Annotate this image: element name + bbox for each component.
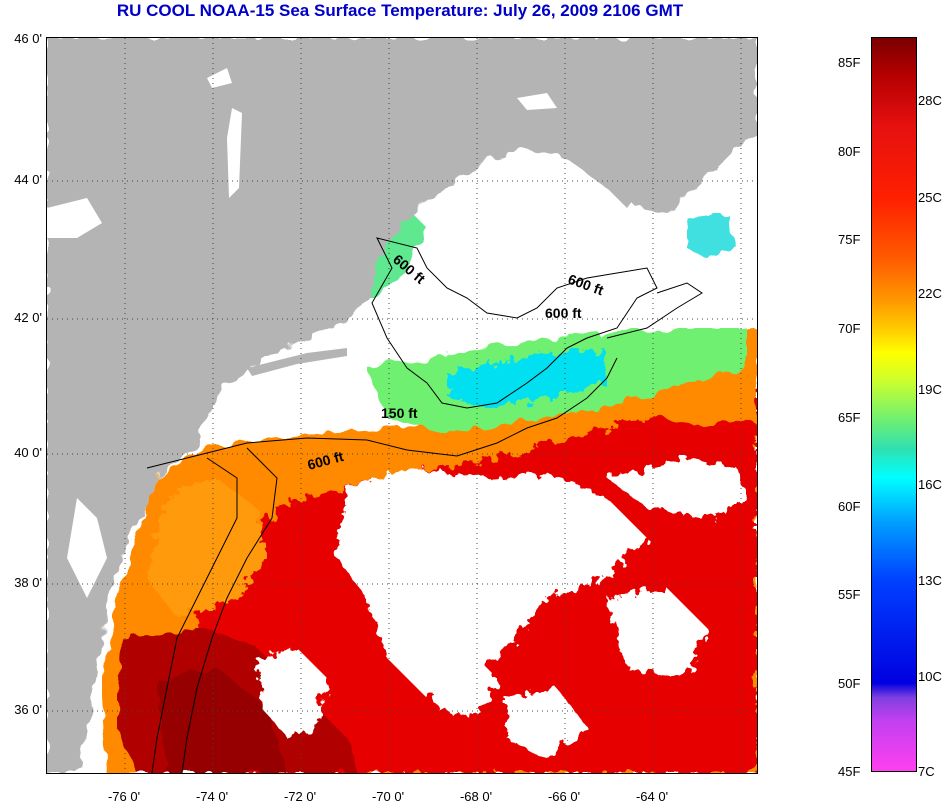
latitude-label: 42 0': [14, 310, 42, 325]
graticule: [47, 38, 757, 773]
colorbar-c-label: 28C: [918, 93, 942, 108]
colorbar-f-label: 60F: [838, 499, 861, 514]
depth-label: 600 ft: [390, 251, 429, 287]
colorbar-c-label: 7C: [918, 764, 935, 779]
depth-label: 600 ft: [566, 271, 606, 299]
colorbar-c-label: 19C: [918, 382, 942, 397]
longitude-label: -64 0': [635, 789, 669, 804]
depth-label: 150 ft: [381, 405, 418, 421]
depth-labels: 600 ft 600 ft 600 ft 150 ft 600 ft: [306, 251, 606, 473]
latitude-label: 46 0': [14, 31, 42, 46]
longitude-label: -68 0': [459, 789, 493, 804]
colorbar-c-label: 25C: [918, 190, 942, 205]
colorbar-f-label: 85F: [838, 55, 861, 70]
colorbar-f-label: 45F: [838, 764, 861, 779]
depth-label: 600 ft: [545, 305, 582, 321]
longitude-label: -70 0': [371, 789, 405, 804]
bathymetry-contours: [146, 237, 703, 773]
colorbar-c-label: 10C: [918, 669, 942, 684]
colorbar-f-label: 55F: [838, 587, 861, 602]
colorbar-c-label: 16C: [918, 477, 942, 492]
longitude-label: -66 0': [547, 789, 581, 804]
longitude-label: -72 0': [283, 789, 317, 804]
colorbar-f-label: 50F: [838, 676, 861, 691]
longitude-label: -76 0': [107, 789, 141, 804]
map-title: RU COOL NOAA-15 Sea Surface Temperature:…: [116, 1, 684, 20]
colorbar-f-label: 80F: [838, 144, 861, 159]
land-masses: [47, 38, 757, 773]
temperature-colorbar: [871, 37, 917, 772]
colorbar-f-label: 65F: [838, 410, 861, 425]
colorbar-c-label: 13C: [918, 573, 942, 588]
depth-label: 600 ft: [306, 448, 346, 473]
latitude-label: 36 0': [14, 702, 42, 717]
latitude-label: 40 0': [14, 445, 42, 460]
colorbar-c-label: 22C: [918, 286, 942, 301]
sst-map[interactable]: 600 ft 600 ft 600 ft 150 ft 600 ft: [46, 37, 758, 774]
colorbar-f-label: 70F: [838, 321, 861, 336]
latitude-label: 44 0': [14, 172, 42, 187]
colorbar-f-label: 75F: [838, 232, 861, 247]
sst-map-canvas: [47, 38, 757, 773]
longitude-label: -74 0': [195, 789, 229, 804]
latitude-label: 38 0': [14, 575, 42, 590]
